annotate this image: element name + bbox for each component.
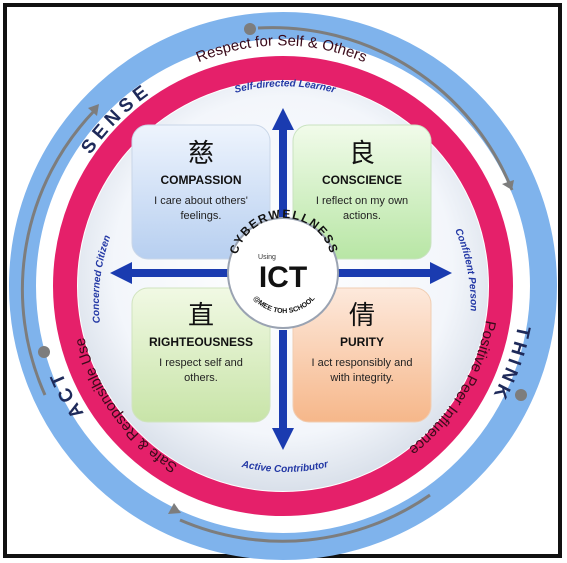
cycle-dot-top (244, 23, 256, 35)
quadrant-conscience-title: CONSCIENCE (322, 173, 402, 187)
quadrant-righteousness-line-1: I respect self and (159, 357, 243, 369)
quadrant-purity-line-1: I act responsibly and (312, 357, 413, 369)
quadrant-conscience-line-2: actions. (343, 210, 381, 222)
cycle-dot-right (515, 389, 527, 401)
quadrant-purity-title: PURITY (340, 335, 384, 349)
cycle-dot-left (38, 346, 50, 358)
arrow-left-head (110, 262, 132, 284)
arrow-heads (110, 108, 452, 450)
cycle-arrow-left (20, 108, 97, 396)
cycle-arrow-bottom-head (168, 503, 181, 514)
quadrant-compassion-title: COMPASSION (160, 173, 241, 187)
center-main: ICT (259, 261, 307, 294)
quadrant-conscience: 良 CONSCIENCE I reflect on my own actions… (292, 124, 432, 260)
pink-ring (53, 56, 513, 516)
arrow-up-head (272, 108, 294, 130)
quadrant-righteousness-glyph: 直 (188, 300, 214, 330)
quadrant-conscience-line-1: I reflect on my own (316, 195, 408, 207)
quadrant-compassion-line-2: feelings. (181, 210, 222, 222)
arrow-right-head (430, 262, 452, 284)
quadrant-compassion-line-1: I care about others' (154, 195, 248, 207)
outer-ring-divider (36, 39, 530, 533)
quadrant-righteousness-line-2: others. (184, 372, 218, 384)
center-badge (227, 217, 339, 329)
cycle-arrow-top-head (502, 180, 514, 190)
quadrant-righteousness-box (131, 287, 271, 423)
quadrant-conscience-glyph: 良 (349, 138, 375, 168)
quadrant-conscience-box (292, 124, 432, 260)
cycle-arrow-bottom (179, 493, 431, 543)
quadrant-purity-line-2: with integrity. (329, 372, 393, 384)
axis-label-bottom: Active Contributor (240, 459, 330, 475)
quadrant-compassion-box (131, 124, 271, 260)
cycle-arrow-top (257, 26, 514, 191)
quadrant-righteousness-title: RIGHTEOUSNESS (149, 335, 253, 349)
center-using: Using (258, 254, 276, 261)
cycle-arrow-left-head (88, 104, 99, 116)
arrow-down-head (272, 428, 294, 450)
quadrant-compassion: 慈 COMPASSION I care about others' feelin… (131, 124, 271, 260)
quadrant-purity: 倩 PURITY I act responsibly and with inte… (292, 287, 432, 423)
quadrant-righteousness: 直 RIGHTEOUSNESS I respect self and other… (131, 287, 271, 423)
quadrant-purity-glyph: 倩 (349, 300, 375, 330)
quadrant-compassion-glyph: 慈 (188, 138, 214, 168)
quadrant-purity-box (292, 287, 432, 423)
